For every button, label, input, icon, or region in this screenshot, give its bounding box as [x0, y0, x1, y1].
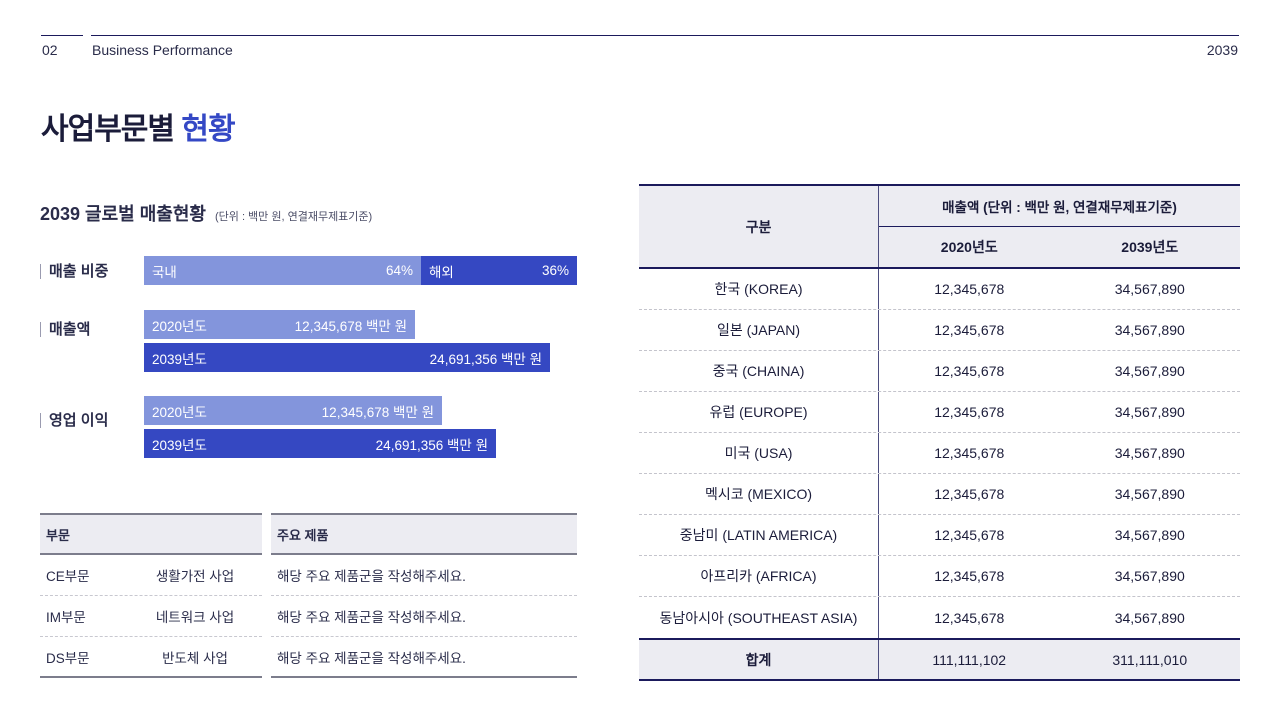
- division-business: 생활가전 사업: [155, 569, 235, 584]
- page-title: 사업부문별 현황: [41, 104, 236, 148]
- division-name: CE부문: [46, 569, 90, 584]
- header-group: 구분: [639, 186, 879, 267]
- products-header: 주요 제품: [271, 513, 577, 555]
- value-2020: 12,345,678: [934, 281, 1005, 297]
- total-2020: 111,111,102: [932, 651, 1007, 668]
- region-name: 동남아시아 (SOUTHEAST ASIA): [639, 597, 879, 638]
- table-row: 유럽 (EUROPE) 12,345,678 34,567,890: [639, 392, 1240, 433]
- products-text: 해당 주요 제품군을 작성해주세요.: [277, 610, 466, 625]
- table-row: 일본 (JAPAN) 12,345,678 34,567,890: [639, 310, 1240, 351]
- value-2039: 34,567,890: [1114, 568, 1185, 584]
- table-row: 아프리카 (AFRICA) 12,345,678 34,567,890: [639, 556, 1240, 597]
- header-year: 2039: [1206, 42, 1238, 58]
- value-2039: 34,567,890: [1114, 363, 1185, 379]
- value-2020: 12,345,678: [934, 527, 1005, 543]
- page-title-accent: 현황: [181, 113, 235, 146]
- value-2039: 34,567,890: [1114, 404, 1185, 420]
- bar-profit-2020-value: 12,345,678 백만 원: [321, 404, 434, 420]
- global-sales-unit: (단위 : 백만 원, 연결재무제표기준): [214, 211, 373, 223]
- bar-revenue-2039-year: 2039년도: [152, 351, 207, 367]
- products-text: 해당 주요 제품군을 작성해주세요.: [277, 650, 466, 666]
- division-name: DS부문: [46, 650, 90, 666]
- division-table: 부문 CE부문 생활가전 사업 IM부문 네트워크 사업 DS부문 반도체 사업: [40, 513, 262, 678]
- division-business: 네트워크 사업: [155, 610, 235, 625]
- region-name: 중남미 (LATIN AMERICA): [639, 515, 879, 555]
- header-2020: 2020년도: [940, 239, 998, 255]
- sales-share-label: 매출 비중: [40, 264, 108, 279]
- bar-domestic-label: 국내: [152, 264, 177, 280]
- value-2020: 12,345,678: [934, 404, 1005, 420]
- bar-revenue-2039: 2039년도 24,691,356 백만 원: [144, 343, 550, 372]
- division-name: IM부문: [46, 610, 86, 625]
- products-table: 주요 제품 해당 주요 제품군을 작성해주세요. 해당 주요 제품군을 작성해주…: [271, 513, 577, 678]
- global-sales-title-text: 2039 글로벌 매출현황: [40, 204, 206, 224]
- total-2039: 311,111,010: [1112, 651, 1188, 668]
- value-2020: 12,345,678: [934, 486, 1005, 502]
- table-row: DS부문 반도체 사업: [40, 637, 262, 678]
- bar-overseas-share: 해외 36%: [421, 256, 577, 285]
- bar-revenue-2020-year: 2020년도: [152, 318, 207, 334]
- bar-profit-2039-value: 24,691,356 백만 원: [375, 437, 488, 453]
- table-row: CE부문 생활가전 사업: [40, 555, 262, 596]
- bar-revenue-2020-value: 12,345,678 백만 원: [294, 318, 407, 334]
- header-rule-long: [91, 35, 1239, 36]
- table-row: 중남미 (LATIN AMERICA) 12,345,678 34,567,89…: [639, 515, 1240, 556]
- region-name: 아프리카 (AFRICA): [639, 556, 879, 596]
- page-number: 02: [42, 42, 58, 58]
- table-row: 한국 (KOREA) 12,345,678 34,567,890: [639, 269, 1240, 310]
- value-2020: 12,345,678: [934, 363, 1005, 379]
- table-row: 해당 주요 제품군을 작성해주세요.: [271, 555, 577, 596]
- total-label: 합계: [639, 640, 879, 679]
- value-2020: 12,345,678: [934, 609, 1005, 626]
- region-name: 한국 (KOREA): [639, 269, 879, 309]
- table-row: 동남아시아 (SOUTHEAST ASIA) 12,345,678 34,567…: [639, 597, 1240, 638]
- operating-profit-label: 영업 이익: [40, 413, 108, 428]
- region-table-header: 구분 매출액 (단위 : 백만 원, 연결재무제표기준) 2020년도 2039…: [639, 186, 1240, 269]
- bar-profit-2020-year: 2020년도: [152, 404, 207, 420]
- bar-domestic-share: 국내 64%: [144, 256, 421, 285]
- header-sales: 매출액 (단위 : 백만 원, 연결재무제표기준): [879, 186, 1240, 227]
- region-name: 멕시코 (MEXICO): [639, 474, 879, 514]
- region-sales-table: 구분 매출액 (단위 : 백만 원, 연결재무제표기준) 2020년도 2039…: [639, 184, 1240, 681]
- table-row: 해당 주요 제품군을 작성해주세요.: [271, 637, 577, 678]
- table-row: 멕시코 (MEXICO) 12,345,678 34,567,890: [639, 474, 1240, 515]
- value-2020: 12,345,678: [934, 445, 1005, 461]
- section-name: Business Performance: [92, 42, 233, 58]
- value-2039: 34,567,890: [1114, 322, 1185, 338]
- bar-profit-2020: 2020년도 12,345,678 백만 원: [144, 396, 442, 425]
- products-text: 해당 주요 제품군을 작성해주세요.: [277, 569, 466, 584]
- region-name: 유럽 (EUROPE): [639, 392, 879, 432]
- header-rule-short: [41, 35, 83, 36]
- value-2039: 34,567,890: [1114, 609, 1185, 626]
- table-row: IM부문 네트워크 사업: [40, 596, 262, 637]
- revenue-label: 매출액: [40, 322, 90, 337]
- value-2039: 34,567,890: [1114, 527, 1185, 543]
- table-row: 미국 (USA) 12,345,678 34,567,890: [639, 433, 1240, 474]
- division-header: 부문: [40, 513, 262, 555]
- bar-domestic-value: 64%: [385, 263, 413, 278]
- bar-profit-2039-year: 2039년도: [152, 437, 207, 453]
- page-title-main: 사업부문별: [41, 113, 175, 146]
- value-2039: 34,567,890: [1114, 281, 1185, 297]
- bar-overseas-value: 36%: [541, 263, 569, 278]
- region-name: 일본 (JAPAN): [639, 310, 879, 350]
- bar-profit-2039: 2039년도 24,691,356 백만 원: [144, 429, 496, 458]
- table-row: 해당 주요 제품군을 작성해주세요.: [271, 596, 577, 637]
- division-business: 반도체 사업: [162, 650, 228, 666]
- bar-overseas-label: 해외: [429, 264, 454, 280]
- value-2020: 12,345,678: [934, 568, 1005, 584]
- bar-revenue-2039-value: 24,691,356 백만 원: [429, 351, 542, 367]
- value-2039: 34,567,890: [1114, 486, 1185, 502]
- value-2039: 34,567,890: [1114, 445, 1185, 461]
- bar-revenue-2020: 2020년도 12,345,678 백만 원: [144, 310, 415, 339]
- region-name: 미국 (USA): [639, 433, 879, 473]
- global-sales-title: 2039 글로벌 매출현황 (단위 : 백만 원, 연결재무제표기준): [40, 200, 372, 226]
- value-2020: 12,345,678: [934, 322, 1005, 338]
- table-row: 중국 (CHAINA) 12,345,678 34,567,890: [639, 351, 1240, 392]
- total-row: 합계 111,111,102 311,111,010: [639, 638, 1240, 679]
- header-2039: 2039년도: [1121, 239, 1179, 255]
- region-name: 중국 (CHAINA): [639, 351, 879, 391]
